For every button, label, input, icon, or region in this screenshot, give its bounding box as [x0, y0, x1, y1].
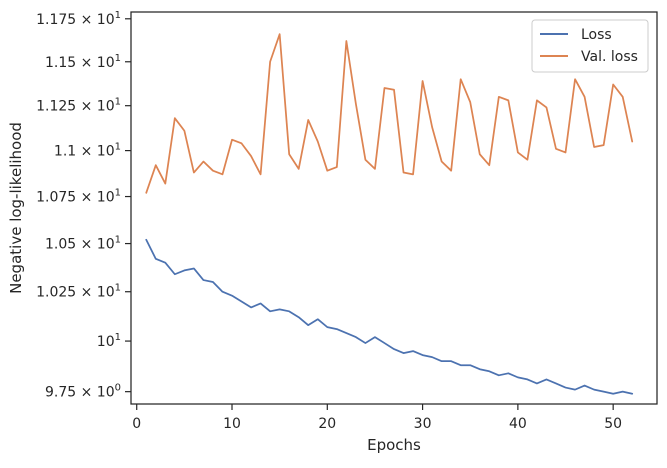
x-tick-label: 0 — [132, 416, 141, 432]
y-axis-title: Negative log-likelihood — [7, 122, 25, 294]
x-axis: 0 10 20 30 40 50 — [132, 404, 622, 432]
legend-label-loss: Loss — [581, 27, 612, 43]
y-tick-label: 1.075 × 101 — [36, 188, 121, 206]
series-line-loss — [145, 238, 634, 395]
x-tick-label: 20 — [318, 416, 336, 432]
x-tick-label: 50 — [604, 416, 622, 432]
y-tick-label: 1.025 × 101 — [36, 283, 121, 301]
y-tick-label: 1.175 × 101 — [36, 10, 121, 28]
plot-area — [145, 33, 634, 395]
x-tick-label: 10 — [223, 416, 241, 432]
x-axis-title: Epochs — [367, 436, 421, 454]
y-axis: 9.75 × 100 101 1.025 × 101 1.05 × 101 1.075 … — [36, 10, 131, 401]
y-tick-label: 1.05 × 101 — [45, 235, 121, 253]
y-tick-label: 1.1 × 101 — [54, 142, 121, 160]
legend-label-val-loss: Val. loss — [581, 49, 638, 65]
y-tick-label: 9.75 × 100 — [45, 383, 121, 401]
y-tick-label: 1.15 × 101 — [45, 53, 121, 71]
series-line-val-loss — [145, 33, 634, 194]
axes-frame — [130, 11, 658, 405]
legend: Loss Val. loss — [531, 19, 649, 73]
x-tick-label: 40 — [509, 416, 527, 432]
x-tick-label: 30 — [414, 416, 432, 432]
y-tick-label: 1.125 × 101 — [36, 97, 121, 115]
y-tick-label: 101 — [97, 332, 121, 350]
